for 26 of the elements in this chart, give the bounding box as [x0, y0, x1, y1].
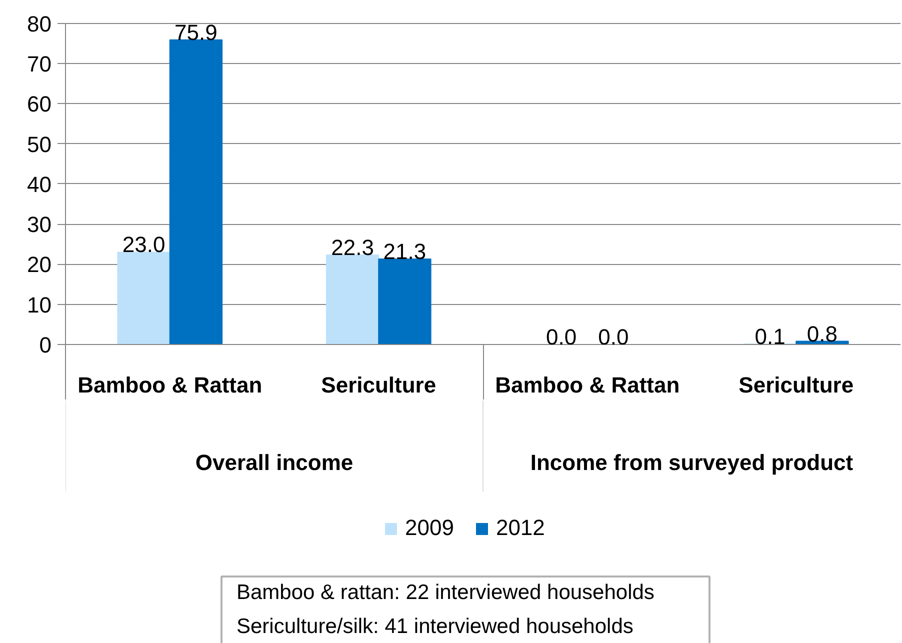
y-tick-label: 30	[27, 212, 52, 238]
data-label: 75.9	[174, 20, 218, 45]
x-tick-label: Sericulture	[738, 372, 854, 398]
x-tick-label: Sericulture	[321, 372, 436, 398]
y-tick-label: 80	[27, 11, 52, 36]
data-label: 0.8	[806, 321, 838, 346]
data-label: 21.3	[383, 239, 426, 264]
y-tick-label: 10	[27, 292, 52, 318]
legend-label: 2012	[496, 515, 545, 541]
y-tick-label: 60	[27, 92, 52, 117]
text: Overall income	[195, 450, 354, 475]
data-label: 0.0	[598, 324, 629, 350]
y-tick-label: 50	[27, 132, 52, 157]
data-label: 0.1	[754, 324, 786, 350]
x-tick-label: Bamboo & Rattan	[78, 372, 262, 398]
text: Income from surveyed product	[530, 450, 854, 475]
y-tick-label: 70	[27, 52, 52, 77]
data-label: 22.3	[331, 235, 374, 260]
data-label: 23.0	[122, 232, 166, 258]
y-tick-label: 20	[27, 252, 52, 278]
data-label: 0.0	[546, 324, 577, 350]
y-tick-label: 0	[39, 332, 52, 358]
y-tick-label: 40	[27, 172, 52, 197]
text: Bamboo & rattan: 22 interviewed households Sericulture/silk: 41 interviewed households	[236, 581, 654, 638]
x-tick-label: Bamboo & Rattan	[495, 372, 680, 398]
legend-label: 2009	[405, 515, 454, 541]
